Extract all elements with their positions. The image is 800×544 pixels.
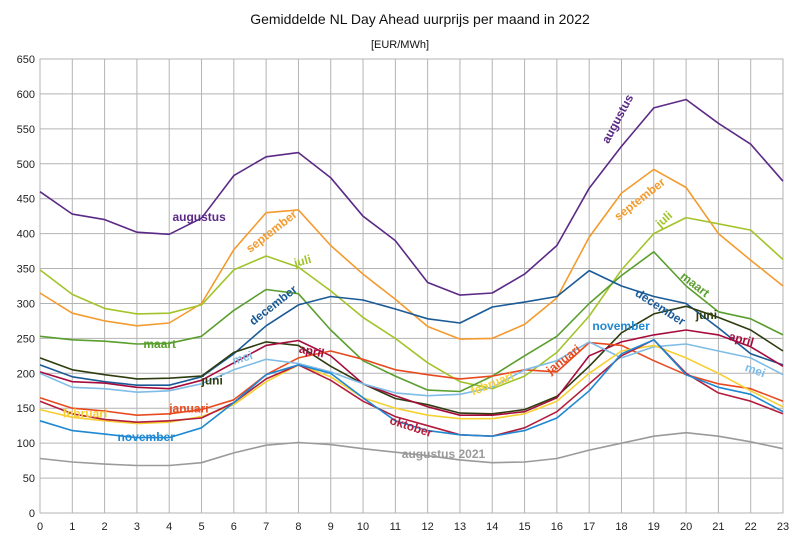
- x-tick-label: 13: [454, 521, 466, 533]
- x-tick-label: 8: [295, 521, 301, 533]
- series-line-juli: [39, 216, 784, 390]
- x-tick-label: 18: [615, 521, 627, 533]
- x-tick-label: 23: [777, 521, 789, 533]
- series-label-extra-april: april: [727, 329, 755, 349]
- x-tick-label: 15: [518, 521, 530, 533]
- series-label-maart: maart: [143, 337, 176, 351]
- x-tick-label: 17: [583, 521, 595, 533]
- series-line-augustus: [39, 98, 784, 296]
- x-tick-label: 10: [357, 521, 369, 533]
- series-label-extra-november: november: [592, 319, 650, 333]
- y-tick-label: 250: [17, 333, 35, 345]
- x-tick-label: 1: [69, 521, 75, 533]
- series-line-februari: [39, 344, 784, 425]
- series-label-augustus-2021: augustus 2021: [402, 447, 486, 461]
- x-tick-label: 12: [422, 521, 434, 533]
- y-tick-label: 400: [17, 229, 35, 241]
- y-tick-label: 50: [23, 473, 35, 485]
- y-tick-label: 100: [17, 438, 35, 450]
- series-label-april: april: [298, 342, 326, 361]
- chart-subtitle: [EUR/MWh]: [371, 39, 429, 51]
- x-tick-label: 4: [166, 521, 172, 533]
- y-tick-label: 300: [17, 298, 35, 310]
- series-label-mei: mei: [230, 348, 254, 368]
- y-tick-label: 550: [17, 124, 35, 136]
- grid-lines: [39, 58, 784, 514]
- series-line-november: [39, 338, 784, 439]
- series-label-juli: juli: [291, 252, 312, 270]
- series-label-augustus: augustus: [172, 210, 226, 224]
- x-tick-label: 9: [328, 521, 334, 533]
- x-tick-label: 6: [231, 521, 237, 533]
- y-tick-label: 350: [17, 264, 35, 276]
- x-tick-label: 19: [648, 521, 660, 533]
- series-line-augustus-2021: [39, 431, 784, 467]
- series-line-april: [39, 329, 784, 417]
- x-tick-label: 5: [198, 521, 204, 533]
- y-tick-label: 200: [17, 368, 35, 380]
- x-tick-label: 21: [712, 521, 724, 533]
- y-tick-label: 500: [17, 159, 35, 171]
- series-line-december: [39, 269, 784, 387]
- series-line-maart: [39, 251, 784, 393]
- series-label-november: november: [118, 430, 176, 444]
- series-label-juni: juni: [201, 373, 223, 387]
- x-tick-label: 16: [551, 521, 563, 533]
- x-tick-label: 11: [390, 521, 401, 533]
- series-label-extra-juni: juni: [695, 308, 717, 322]
- series-lines: [39, 98, 784, 467]
- series-line-september: [39, 168, 784, 340]
- x-tick-label: 0: [37, 521, 43, 533]
- chart-title: Gemiddelde NL Day Ahead uurprijs per maa…: [250, 11, 590, 27]
- series-label-januari: januari: [168, 401, 208, 415]
- x-tick-label: 22: [745, 521, 757, 533]
- x-tick-label: 20: [680, 521, 692, 533]
- y-tick-label: 450: [17, 194, 35, 206]
- y-tick-label: 0: [29, 508, 35, 520]
- x-tick-label: 7: [263, 521, 269, 533]
- series-label-februari: februari: [63, 406, 108, 420]
- y-tick-label: 650: [17, 54, 35, 66]
- y-tick-label: 150: [17, 403, 35, 415]
- series-label-extra-mei: mei: [743, 360, 767, 380]
- axis-ticks: 0 50 100 150 200 250 300 350 400 450 500 550 600 650 0…: [17, 54, 789, 533]
- x-tick-label: 3: [134, 521, 140, 533]
- series-line-januari: [39, 341, 784, 417]
- x-tick-label: 2: [102, 521, 108, 533]
- x-tick-label: 14: [486, 521, 498, 533]
- y-tick-label: 600: [17, 89, 35, 101]
- plot-area: [39, 58, 784, 514]
